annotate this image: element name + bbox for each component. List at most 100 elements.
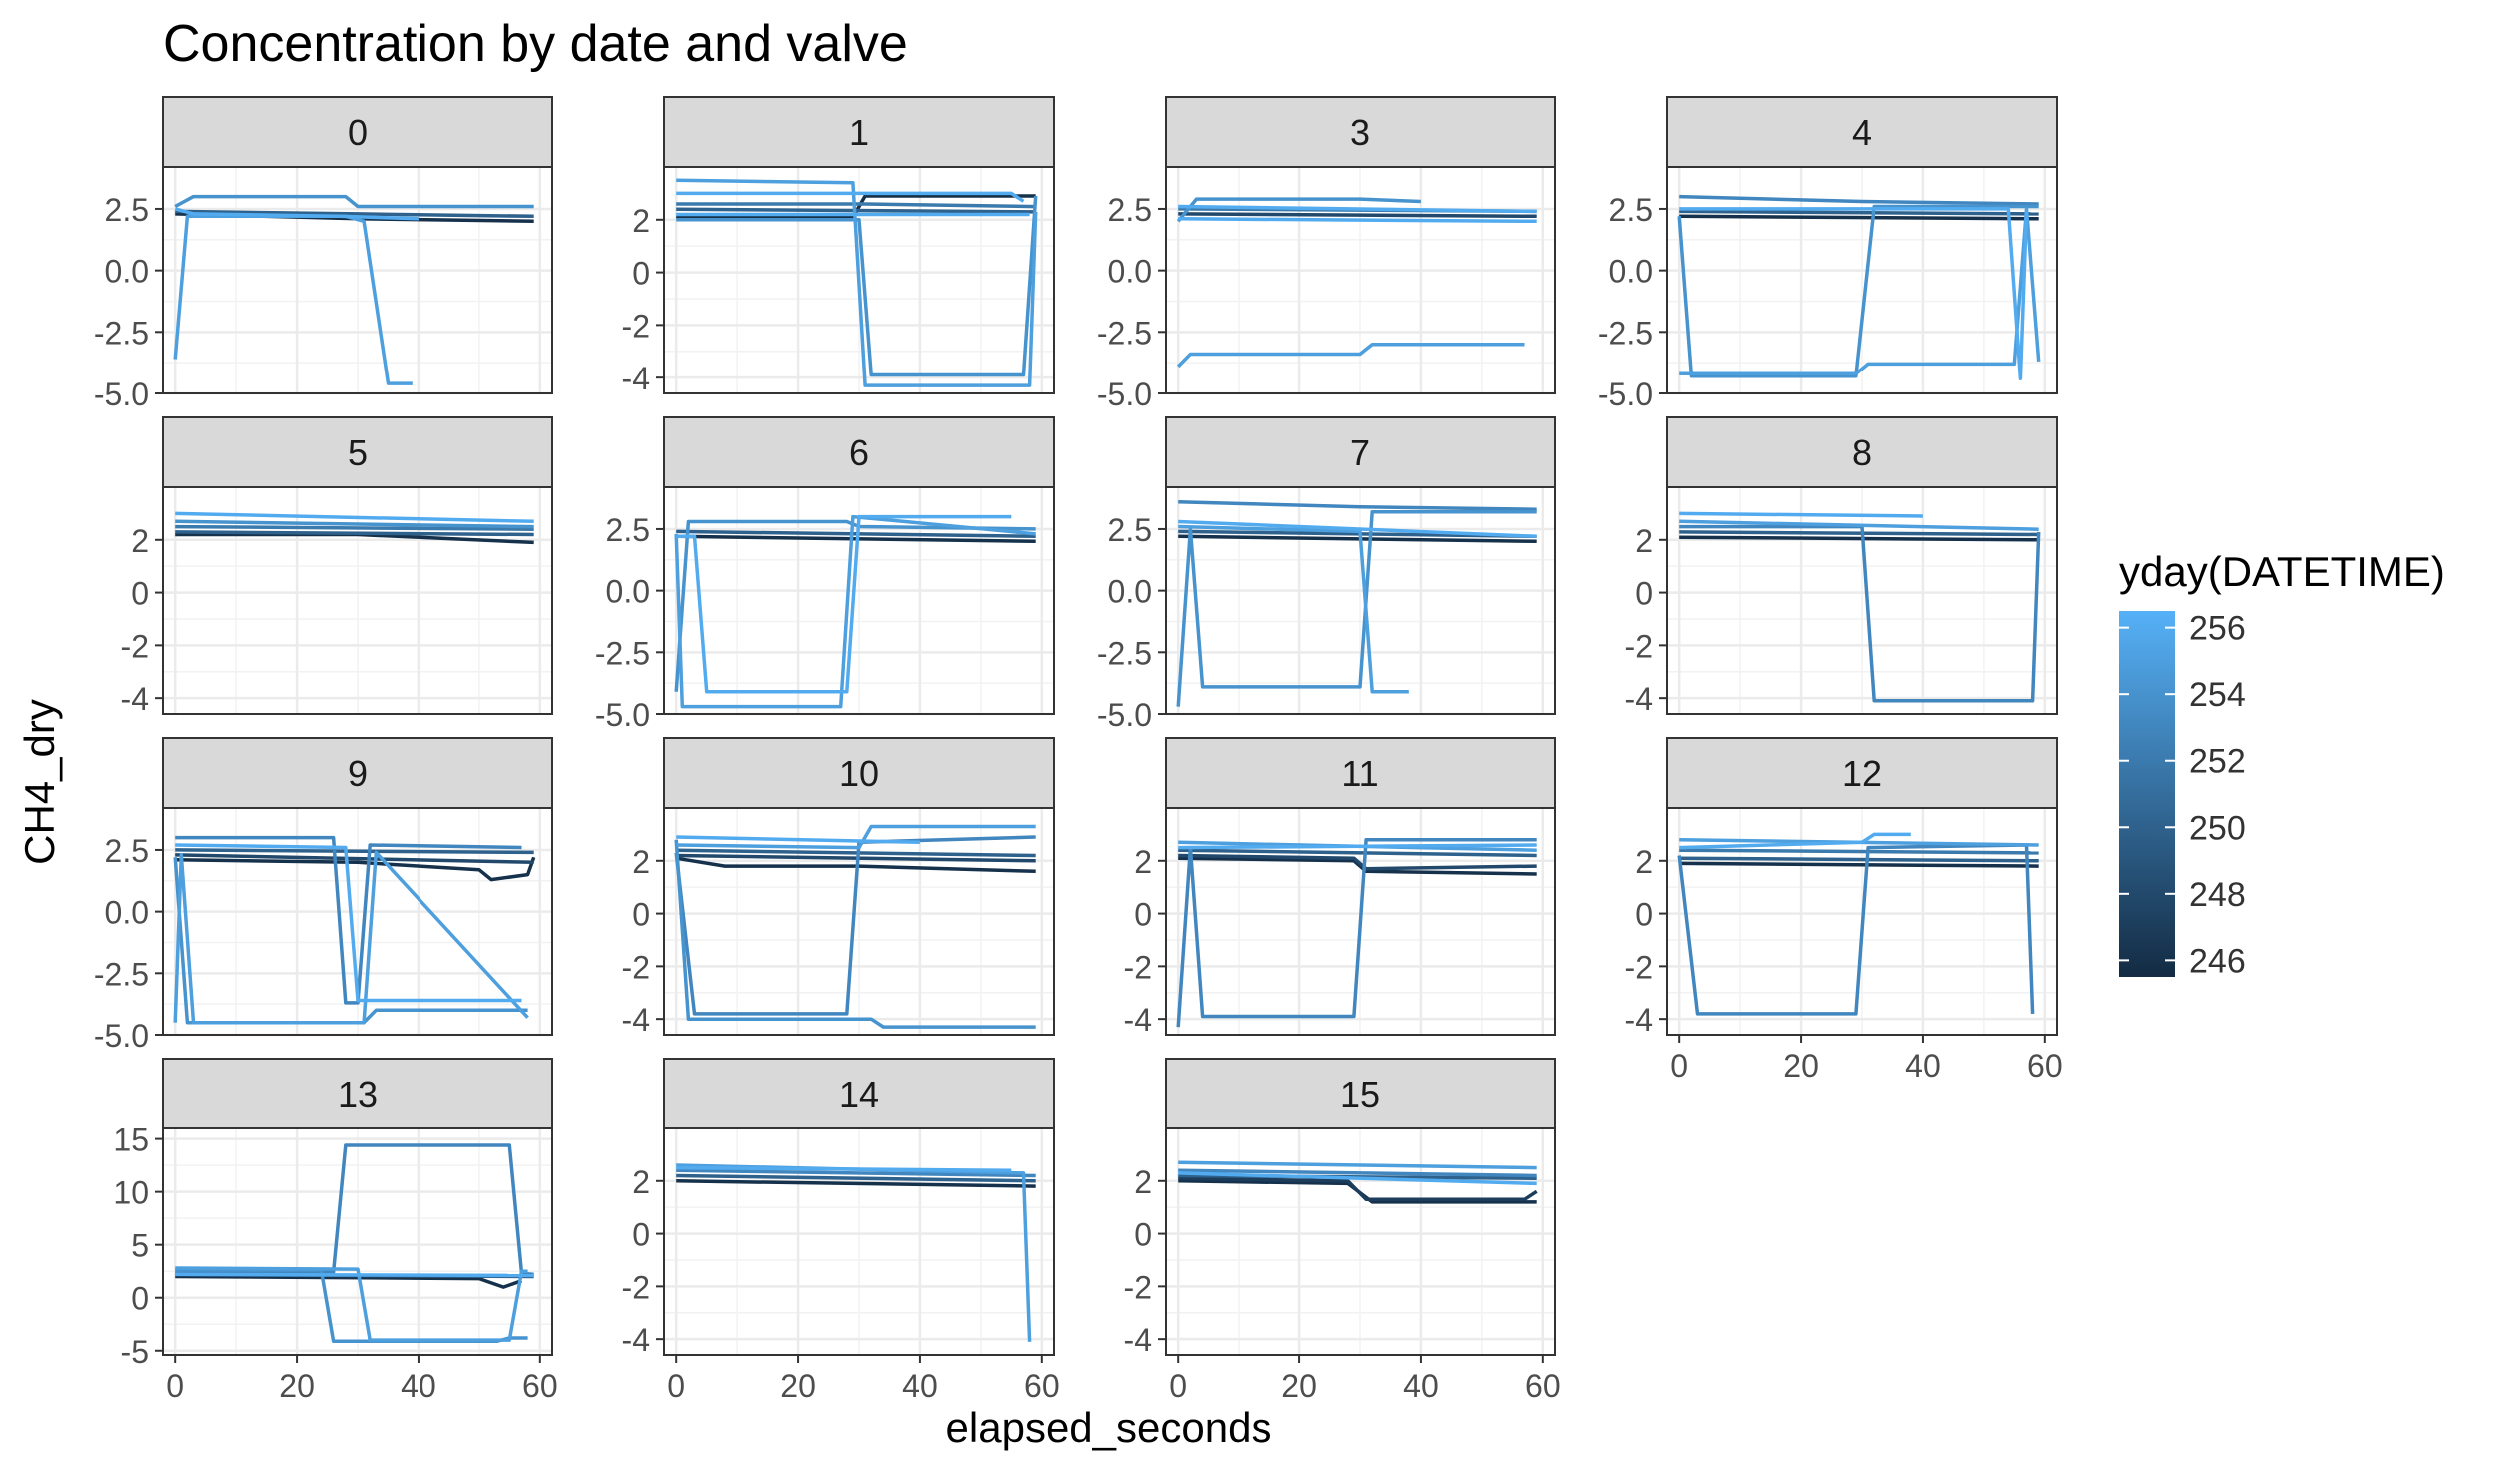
- series-line-yday-254: [1176, 197, 1421, 223]
- facet-strip: [663, 737, 1055, 809]
- series-line-yday-256: [676, 835, 920, 845]
- series-line-yday-254: [674, 519, 1036, 692]
- series-line-yday-253: [175, 1143, 534, 1277]
- legend-tick-label: 248: [2189, 876, 2246, 914]
- facet-strip: [1165, 416, 1556, 488]
- y-tick-label: 5: [131, 1228, 149, 1264]
- series-line-yday-256: [1178, 843, 1537, 850]
- series-line-yday-246: [175, 856, 536, 882]
- y-tick-label: 15: [113, 1122, 149, 1158]
- facet-panel-3: 3 2.5 0.0 -2.5 -5.0: [1097, 96, 1556, 412]
- series-line-yday-256: [1178, 1171, 1537, 1186]
- facet-panel-4: 4 2.5 0.0 -2.5 -5.0: [1598, 96, 2058, 412]
- y-tick-label: -5.0: [595, 697, 650, 733]
- y-tick-label: -4: [622, 361, 650, 396]
- facet-strip: [162, 96, 553, 168]
- y-tick-label: 2.5: [1609, 192, 1653, 228]
- facet-strip: [1666, 737, 2058, 809]
- series-line-yday-252: [1679, 848, 2039, 855]
- series-line-yday-250: [1178, 848, 1537, 858]
- facet-strip: [1165, 96, 1556, 168]
- y-tick-label: -4: [121, 681, 149, 717]
- series-line-yday-246: [676, 1179, 1036, 1188]
- series-line-yday-246: [1679, 861, 2039, 868]
- series-line-yday-253: [676, 1168, 1036, 1178]
- panel-border: [162, 807, 553, 1036]
- panel-border: [663, 486, 1055, 715]
- facet-strip: [162, 1058, 553, 1129]
- y-tick-label: 2.5: [1108, 512, 1152, 548]
- series-line-yday-254: [174, 194, 534, 209]
- chart-title: Concentration by date and valve: [163, 15, 908, 73]
- y-tick-label: -2: [121, 628, 149, 664]
- facet-panel-7: 7 2.5 0.0 -2.5 -5.0: [1097, 416, 1556, 733]
- y-tick-label: -2: [622, 1269, 650, 1305]
- panel-border: [663, 807, 1055, 1036]
- series-line-yday-254: [674, 839, 1036, 1029]
- facet-panel-10: 10 2 0 -2 -4: [622, 737, 1055, 1038]
- y-tick-label: 2: [632, 203, 650, 239]
- x-tick-label: 20: [1281, 1368, 1317, 1404]
- series-line-yday-246: [175, 1274, 523, 1289]
- series-line-yday-246: [676, 194, 1036, 219]
- series-line-yday-247: [1178, 1176, 1538, 1202]
- facet-panel-1: 1 2 0 -2 -4: [622, 96, 1055, 396]
- series-line-yday-255: [1178, 524, 1409, 694]
- series-line-yday-250: [1679, 856, 2039, 863]
- y-tick-label: -2.5: [94, 956, 149, 992]
- y-tick-label: 0.0: [105, 254, 149, 290]
- y-tick-label: 0: [1635, 576, 1653, 612]
- facet-label: 6: [849, 432, 869, 473]
- x-tick-label: 40: [1905, 1048, 1941, 1084]
- y-tick-label: 0: [632, 897, 650, 933]
- facet-panel-11: 11 2 0 -2 -4: [1124, 737, 1556, 1038]
- y-tick-label: -4: [1124, 1322, 1152, 1358]
- panel-border: [1666, 807, 2058, 1036]
- y-tick-label: -2.5: [1598, 315, 1653, 351]
- panel-border: [1666, 166, 2058, 394]
- y-tick-label: -5.0: [1097, 376, 1152, 412]
- y-tick-label: -4: [1124, 1002, 1152, 1038]
- series-line-yday-256: [174, 207, 419, 221]
- x-tick-label: 20: [1783, 1048, 1819, 1084]
- y-tick-label: -2.5: [1097, 315, 1152, 351]
- y-tick-label: -4: [622, 1322, 650, 1358]
- series-line-yday-256: [676, 1165, 1012, 1172]
- series-line-yday-254: [1176, 509, 1537, 707]
- facet-label: 8: [1852, 432, 1872, 473]
- series-line-yday-256: [676, 514, 1012, 694]
- facet-label: 7: [1350, 432, 1370, 473]
- y-tick-label: -5.0: [1097, 697, 1152, 733]
- y-axis-label: CH4_dry: [16, 699, 63, 865]
- series-line-yday-246: [1178, 534, 1537, 544]
- y-tick-label: -4: [1625, 1002, 1653, 1038]
- series-line-yday-255: [1679, 207, 2041, 376]
- series-line-yday-255: [1176, 342, 1525, 369]
- series-line-yday-252: [175, 524, 534, 531]
- y-tick-label: 2.5: [1108, 192, 1152, 228]
- x-tick-label: 40: [401, 1368, 436, 1404]
- series-line-yday-248: [175, 853, 534, 865]
- series-line-yday-250: [175, 530, 534, 537]
- facet-panel-8: 8 2 0 -2 -4: [1625, 416, 2058, 717]
- series-line-yday-252: [676, 202, 1036, 209]
- facet-strip: [1165, 737, 1556, 809]
- series-line-yday-248: [1178, 212, 1537, 219]
- series-line-yday-255: [674, 514, 1036, 709]
- y-tick-label: 0: [131, 1281, 149, 1317]
- series-line-yday-250: [1679, 209, 2039, 216]
- panel-border: [1165, 486, 1556, 715]
- facet-strip: [1666, 416, 2058, 488]
- panel-border: [1165, 166, 1556, 394]
- facet-label: 4: [1852, 112, 1872, 153]
- y-tick-label: -2.5: [94, 315, 149, 351]
- series-line-yday-256: [175, 1272, 534, 1278]
- facet-panel-9: 9 2.5 0.0 -2.5 -5.0: [94, 737, 553, 1054]
- series-line-yday-250: [676, 1173, 1036, 1183]
- facet-label: 15: [1340, 1074, 1380, 1114]
- panel-border: [663, 166, 1055, 394]
- facet-strip: [663, 96, 1055, 168]
- facet-label: 10: [839, 753, 879, 794]
